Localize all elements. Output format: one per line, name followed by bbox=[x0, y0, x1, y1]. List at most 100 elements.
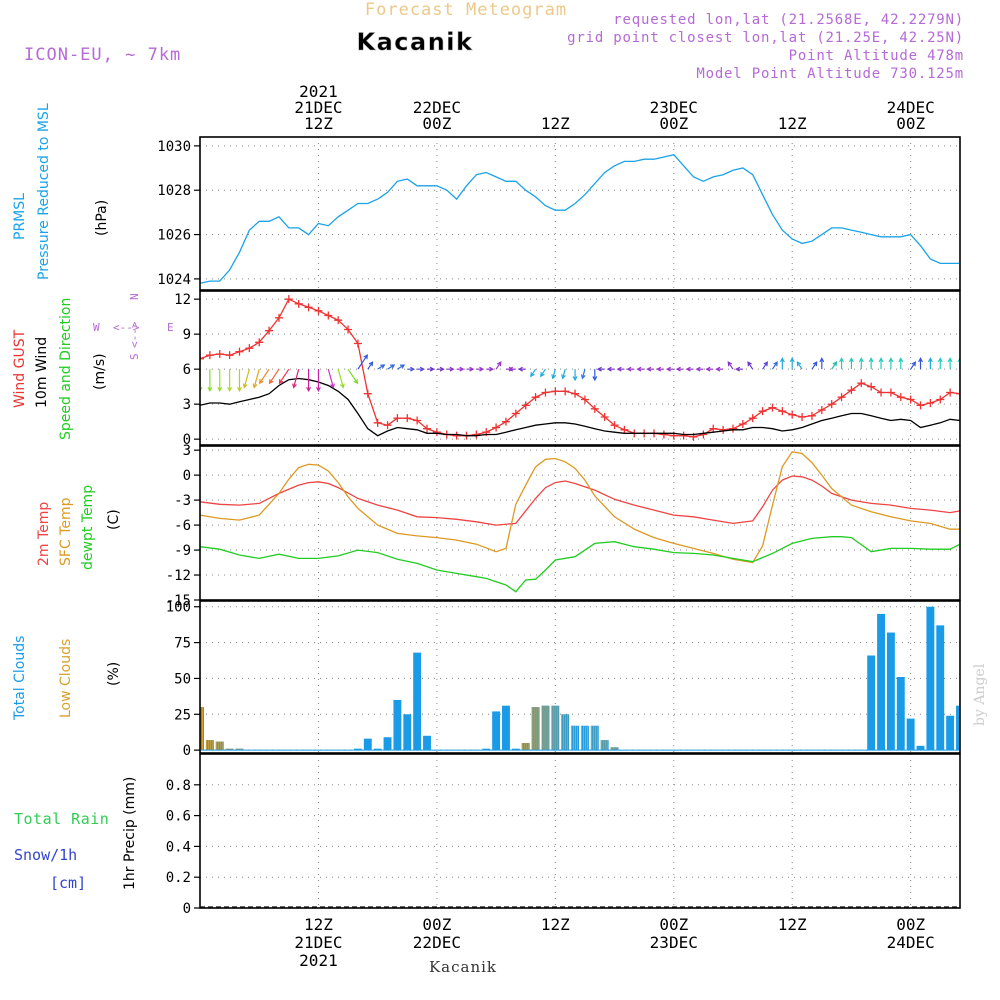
low-cloud-stripe bbox=[602, 740, 604, 751]
low-cloud-stripe bbox=[610, 747, 612, 751]
top-time-label: 12Z bbox=[541, 114, 570, 133]
low-cloud-stripe bbox=[229, 748, 231, 751]
low-cloud-stripe bbox=[616, 747, 618, 751]
low-cloud-stripe bbox=[205, 740, 207, 751]
total-cloud-bar bbox=[492, 711, 501, 751]
wind-direction-arrow bbox=[507, 366, 516, 372]
temperature-plot-area bbox=[200, 451, 960, 593]
bottom-time-label: 12Z bbox=[778, 915, 807, 934]
wind-direction-arrow bbox=[831, 361, 838, 370]
low-cloud-stripe bbox=[211, 740, 213, 751]
wind-direction-arrow bbox=[796, 361, 803, 370]
temperature-frame bbox=[199, 445, 961, 601]
low-cloud-bar bbox=[571, 725, 579, 751]
y-tick-label: 0 bbox=[183, 901, 191, 917]
gust-marker bbox=[709, 424, 718, 433]
location-title: Kacanik bbox=[357, 28, 474, 56]
point-altitude: Point Altitude 478m bbox=[789, 48, 964, 64]
y-tick-label: -6 bbox=[174, 518, 191, 534]
total-cloud-bar bbox=[502, 705, 510, 751]
wind-direction-arrow bbox=[878, 357, 884, 370]
snow-label: Snow/1h bbox=[14, 846, 77, 864]
low-cloud-stripe bbox=[196, 707, 197, 750]
gust-marker bbox=[521, 401, 530, 410]
bottom-time-label: 24DEC bbox=[887, 933, 935, 952]
low-cloud-stripe bbox=[217, 741, 219, 751]
snow-unit-label: [cm] bbox=[50, 874, 86, 892]
footer-location: Kacanik bbox=[429, 958, 497, 976]
total-cloud-bar bbox=[363, 738, 372, 751]
top-time-label: 24DEC bbox=[887, 98, 935, 117]
gust-marker bbox=[423, 424, 432, 433]
wind-direction-arrow bbox=[217, 369, 223, 393]
y-tick-label: 100 bbox=[166, 600, 191, 616]
gust-marker bbox=[758, 407, 767, 416]
gust-marker bbox=[837, 393, 846, 402]
low-cloud-stripe bbox=[209, 740, 211, 751]
low-cloud-stripe bbox=[215, 741, 217, 751]
clouds-plot-area bbox=[196, 606, 960, 751]
total-cloud-bar bbox=[205, 740, 214, 751]
y-tick-label: 0.6 bbox=[166, 809, 191, 825]
cloud-panel-labels: Total Clouds Low Clouds (%) bbox=[12, 636, 122, 721]
low-clouds-label: Low Clouds bbox=[58, 639, 74, 718]
gust-marker bbox=[413, 416, 422, 425]
gust-marker bbox=[817, 406, 826, 414]
wind-direction-arrow bbox=[530, 368, 537, 378]
low-cloud-stripe bbox=[198, 707, 199, 750]
gust-marker bbox=[571, 389, 580, 398]
wind-direction-arrow bbox=[811, 361, 818, 370]
wind-direction-arrow bbox=[779, 357, 785, 370]
total-cloud-bar bbox=[926, 606, 935, 751]
gust-marker bbox=[936, 395, 945, 404]
gust-marker bbox=[205, 351, 214, 360]
gust-marker bbox=[659, 430, 668, 439]
grid-point-coords: grid point closest lon,lat (21.25E, 42.2… bbox=[567, 30, 964, 46]
gust-marker bbox=[304, 303, 313, 312]
wind-direction-arrow bbox=[957, 357, 960, 370]
low-cloud-stripe bbox=[523, 742, 525, 751]
gust-marker bbox=[610, 421, 619, 430]
gust-marker bbox=[225, 351, 234, 360]
low-cloud-stripe bbox=[533, 707, 535, 751]
compass-ud-arrow: <--> bbox=[128, 321, 141, 348]
wind-direction-arrow bbox=[476, 366, 485, 372]
gust-marker bbox=[699, 430, 708, 439]
gust-marker bbox=[334, 316, 343, 325]
y-tick-label: -9 bbox=[174, 543, 191, 559]
bottom-time-label: 2021 bbox=[299, 951, 338, 970]
gust-marker bbox=[274, 313, 283, 322]
clouds-panel: 0 25 50 75 100 bbox=[166, 600, 961, 759]
low-cloud-bar bbox=[610, 747, 618, 751]
bottom-time-label: 23DEC bbox=[650, 933, 698, 952]
low-cloud-bar bbox=[590, 725, 598, 751]
model-label: ICON-EU, ~ 7km bbox=[24, 45, 181, 65]
wind-direction-arrow bbox=[561, 369, 566, 380]
total-cloud-bar bbox=[393, 699, 402, 751]
low-cloud-stripe bbox=[555, 705, 557, 751]
y-tick-label: 12 bbox=[174, 292, 191, 308]
compass-n: N bbox=[128, 293, 141, 300]
y-tick-label: -15 bbox=[166, 593, 191, 609]
low-cloud-stripe bbox=[537, 707, 539, 751]
bottom-time-label: 12Z bbox=[541, 915, 570, 934]
total-cloud-bar bbox=[413, 652, 422, 751]
total-cloud-bar bbox=[373, 748, 382, 751]
precip-panel: 0 0.2 0.4 0.6 0.8 bbox=[166, 753, 961, 917]
gust-marker bbox=[215, 350, 224, 358]
pressure-panel-labels: PRMSL Pressure Reduced to MSL (hPa) bbox=[12, 103, 110, 280]
wind-direction-arrow bbox=[242, 369, 250, 389]
gust-marker bbox=[886, 388, 895, 397]
wind-direction-arrow bbox=[486, 366, 495, 372]
low-cloud-stripe bbox=[237, 748, 239, 751]
gust-marker bbox=[383, 421, 392, 430]
low-cloud-stripe bbox=[586, 725, 588, 751]
precip-panel-labels: Total Rain Snow/1h [cm] 1hr Precip (mm) bbox=[14, 777, 138, 892]
compass-w: W bbox=[93, 321, 100, 334]
wind-direction-arrow bbox=[747, 361, 754, 370]
wind-direction-arrow bbox=[646, 366, 655, 372]
pressure-msl-label: Pressure Reduced to MSL bbox=[36, 103, 52, 280]
wind-direction-arrow bbox=[292, 369, 300, 389]
